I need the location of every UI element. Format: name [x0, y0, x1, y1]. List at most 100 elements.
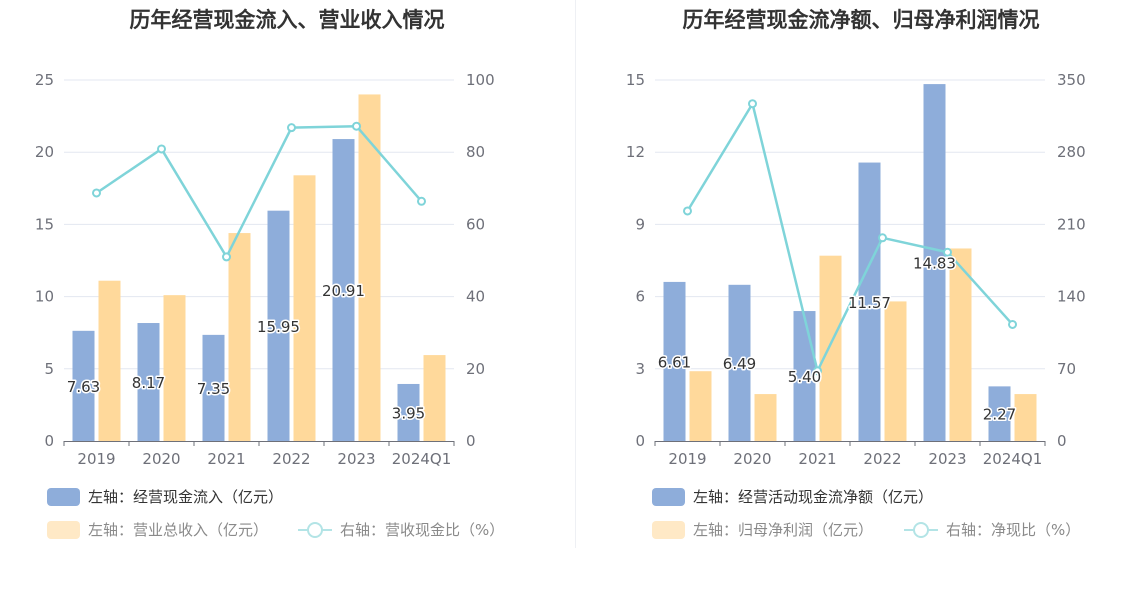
right-axis-tick-label: 0 — [1057, 432, 1067, 450]
left-axis-tick-label: 25 — [35, 71, 54, 89]
left-axis-tick-label: 0 — [635, 432, 645, 450]
bar-series-2 — [98, 280, 121, 441]
bar-series-1 — [72, 330, 95, 441]
line-point — [92, 188, 101, 198]
bar-series-2 — [754, 394, 777, 441]
legend-swatch-bar1 — [652, 487, 685, 506]
legend-label: 右轴：营收现金比（%） — [340, 521, 505, 539]
line-point — [222, 252, 231, 262]
legend-swatch-bar1 — [47, 487, 80, 506]
bar-series-2 — [949, 248, 972, 441]
right-axis-tick-label: 140 — [1057, 288, 1086, 306]
line-series — [95, 124, 423, 259]
bar-data-label: 8.17 — [132, 374, 165, 392]
legend-item-bar2[interactable]: 左轴：归母净利润（亿元） — [652, 519, 873, 540]
line-point — [748, 99, 757, 109]
line-point — [1008, 319, 1017, 329]
bar-data-label: 6.61 — [658, 353, 691, 371]
bar-series-1 — [988, 386, 1011, 441]
right-axis-tick-label: 80 — [466, 143, 485, 161]
bar-data-label: 20.91 — [322, 282, 365, 300]
bar-data-label: 3.95 — [392, 404, 425, 422]
bar-data-label: 2.27 — [983, 406, 1016, 424]
left-axis-tick-label: 9 — [635, 215, 645, 233]
line-point — [683, 206, 692, 216]
legend-label: 左轴：经营现金流入（亿元） — [88, 488, 284, 506]
bar-data-label: 7.35 — [197, 380, 230, 398]
legend-swatch-bar2 — [652, 520, 685, 539]
right-axis-tick-label: 20 — [466, 360, 485, 378]
chart-plot: 0 3 6 9 12 15 0 70 140 210 280 350 2019 2020 2021 2022 2… — [626, 71, 1086, 468]
legend-label: 左轴：营业总收入（亿元） — [88, 521, 269, 539]
bar-series-2 — [163, 295, 186, 441]
legend-label: 右轴：净现比（%） — [946, 521, 1081, 539]
left-axis-tick-label: 20 — [35, 143, 54, 161]
x-axis-tick-label: 2020 — [733, 450, 771, 468]
line-point — [352, 121, 361, 131]
bar-series-2 — [358, 94, 381, 441]
legend-line-icon — [298, 521, 332, 539]
bar-series-1 — [858, 162, 881, 442]
left-axis-tick-label: 15 — [626, 71, 645, 89]
bar-data-label: 15.95 — [257, 318, 300, 336]
bar-series-2 — [423, 355, 446, 441]
bar-series-1 — [728, 284, 751, 441]
bar-series-2 — [689, 371, 712, 441]
bar-series-1 — [332, 139, 355, 441]
x-axis-tick-label: 2021 — [798, 450, 836, 468]
line-point — [157, 144, 166, 154]
chart-title: 历年经营现金流入、营业收入情况 — [129, 8, 445, 32]
bar-series-1 — [663, 281, 686, 441]
left-axis-tick-label: 5 — [44, 360, 54, 378]
bar-data-label: 14.83 — [913, 255, 956, 273]
right-axis-tick-label: 280 — [1057, 143, 1086, 161]
x-axis-tick-label: 2022 — [863, 450, 901, 468]
x-axis-tick-label: 2023 — [928, 450, 966, 468]
bar-series-2 — [228, 233, 251, 441]
right-axis-tick-label: 350 — [1057, 71, 1086, 89]
panel-divider — [575, 0, 576, 548]
legend-item-bar2[interactable]: 左轴：营业总收入（亿元） — [47, 519, 268, 540]
bar-series-1 — [267, 210, 290, 441]
bar-series-1 — [923, 84, 946, 441]
bar-series-2 — [293, 175, 316, 441]
right-axis-tick-label: 70 — [1057, 360, 1076, 378]
left-axis-tick-label: 15 — [35, 215, 54, 233]
line-point — [287, 123, 296, 133]
bar-series-2 — [1014, 394, 1037, 441]
bar-data-label: 6.49 — [723, 355, 756, 373]
bar-series-1 — [397, 383, 420, 441]
x-axis-tick-label: 2020 — [142, 450, 180, 468]
left-axis-tick-label: 12 — [626, 143, 645, 161]
chart-plot: 0 5 10 15 20 25 0 20 40 60 80 100 2019 2020 2021 2022 20… — [35, 71, 495, 468]
legend-item-bar1[interactable]: 左轴：经营活动现金流净额（亿元） — [652, 486, 933, 507]
x-axis-tick-label: 2024Q1 — [392, 450, 452, 468]
x-axis-tick-label: 2024Q1 — [983, 450, 1043, 468]
line-point — [813, 366, 822, 376]
right-axis-tick-label: 40 — [466, 288, 485, 306]
right-axis-tick-label: 100 — [466, 71, 495, 89]
left-axis-tick-label: 6 — [635, 288, 645, 306]
legend-item-line[interactable]: 右轴：营收现金比（%） — [298, 519, 504, 540]
bar-series-1 — [137, 323, 160, 441]
x-axis-tick-label: 2019 — [668, 450, 706, 468]
bar-series-2 — [819, 255, 842, 441]
chart-panel-left: 历年经营现金流入、营业收入情况 0 5 10 15 20 25 0 20 40 60 80 100 20… — [35, 8, 504, 540]
x-axis-tick-label: 2019 — [77, 450, 115, 468]
legend-line-icon — [904, 521, 938, 539]
bar-data-label: 7.63 — [67, 378, 100, 396]
x-axis-tick-label: 2022 — [272, 450, 310, 468]
legend-label: 左轴：归母净利润（亿元） — [693, 521, 874, 539]
right-axis-tick-label: 60 — [466, 215, 485, 233]
right-axis-tick-label: 210 — [1057, 215, 1086, 233]
legend-item-bar1[interactable]: 左轴：经营现金流入（亿元） — [47, 486, 283, 507]
left-axis-tick-label: 0 — [44, 432, 54, 450]
bar-data-label: 5.40 — [788, 368, 821, 386]
legend-item-line[interactable]: 右轴：净现比（%） — [904, 519, 1080, 540]
line-point — [878, 233, 887, 243]
bar-data-label: 11.57 — [848, 294, 891, 312]
chart-panel-right: 历年经营现金流净额、归母净利润情况 0 3 6 9 12 15 0 70 140 210 280 35… — [574, 0, 1148, 589]
chart-title: 历年经营现金流净额、归母净利润情况 — [682, 8, 1040, 32]
left-axis-tick-label: 3 — [635, 360, 645, 378]
line-series — [686, 102, 1014, 373]
